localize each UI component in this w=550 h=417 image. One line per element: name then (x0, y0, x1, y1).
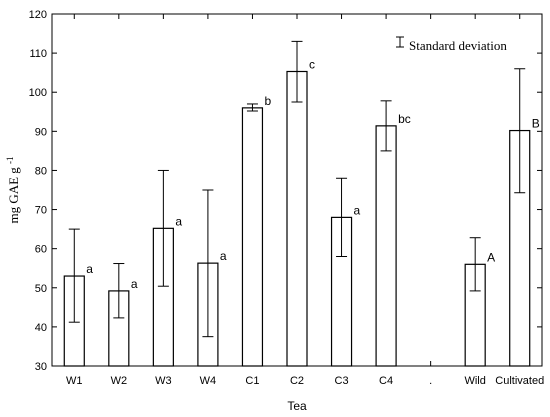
x-tick-label: . (429, 375, 432, 387)
y-tick-label: 100 (29, 87, 47, 99)
significance-label: A (487, 250, 495, 264)
x-tick-label: Cultivated (495, 375, 544, 387)
x-tick-label: C1 (245, 375, 259, 387)
y-tick-label: 50 (35, 283, 47, 295)
x-tick-label: W1 (66, 375, 83, 387)
legend-error-bar-icon (396, 36, 404, 48)
bar-c4 (375, 125, 397, 367)
y-axis-title-superscript: -1 (5, 156, 15, 164)
bar-c2 (286, 70, 308, 367)
y-tick-label: 120 (29, 9, 47, 21)
y-tick-label: 70 (35, 205, 47, 217)
legend: Standard deviation (396, 36, 507, 53)
x-tick-label: W3 (155, 375, 172, 387)
x-tick-label: Wild (464, 375, 485, 387)
legend-label: Standard deviation (409, 38, 507, 53)
x-tick-label: W2 (111, 375, 128, 387)
significance-label: a (86, 262, 93, 276)
significance-label: a (131, 277, 138, 291)
x-tick-label: C4 (379, 375, 393, 387)
bar-c1 (241, 107, 264, 367)
y-axis-title-main: mg GAE g (6, 167, 21, 224)
significance-label: b (264, 94, 271, 108)
significance-label: a (175, 214, 182, 228)
y-axis-title: mg GAE g -1 (5, 156, 21, 223)
significance-label: a (354, 203, 361, 217)
y-tick-label: 90 (35, 126, 47, 138)
y-tick-label: 30 (35, 361, 47, 373)
significance-label: c (309, 57, 315, 71)
y-tick-label: 60 (35, 244, 47, 256)
x-tick-label: W4 (200, 375, 217, 387)
y-tick-label: 110 (29, 48, 47, 60)
significance-label: bc (398, 112, 411, 126)
x-tick-label: C3 (335, 375, 349, 387)
x-tick-label: C2 (290, 375, 304, 387)
y-tick-label: 80 (35, 165, 47, 177)
significance-label: a (220, 249, 227, 263)
y-tick-label: 40 (35, 322, 47, 334)
significance-label: B (532, 117, 540, 131)
plot-area: 30 40 50 60 70 80 90 100 110 120 W1 a W2 a W3 a W4 a C1 b C2… (29, 9, 545, 387)
x-axis-title: Tea (287, 399, 307, 413)
